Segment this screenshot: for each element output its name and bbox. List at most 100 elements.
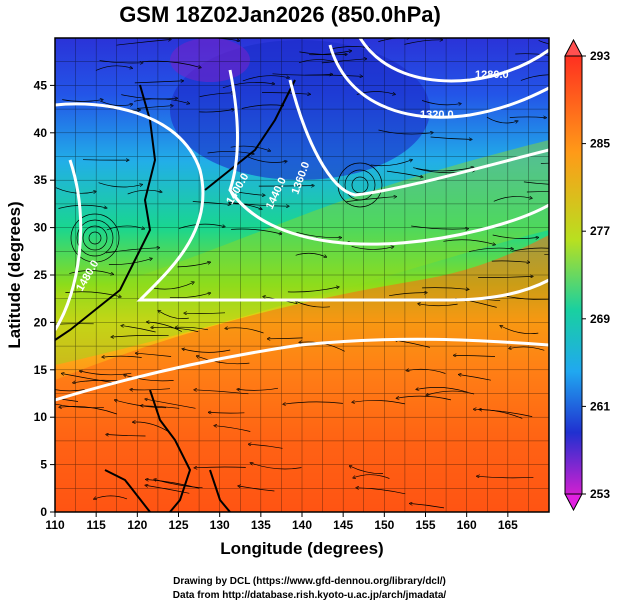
streamline (501, 326, 539, 335)
streamline (353, 400, 406, 405)
streamline (136, 353, 172, 357)
streamline (404, 40, 441, 45)
streamline (478, 476, 534, 478)
streamline (228, 203, 261, 209)
contour-label-1280: 1280.0 (475, 69, 509, 81)
streamline (272, 74, 332, 75)
streamline (55, 187, 95, 194)
streamline (417, 387, 468, 393)
streamline (228, 202, 288, 206)
streamline (238, 388, 279, 390)
streamline (430, 136, 471, 139)
y-tick-label: 30 (34, 221, 48, 235)
streamline (346, 197, 396, 202)
streamline (222, 82, 274, 89)
streamline (287, 287, 338, 293)
y-tick-label: 45 (34, 78, 48, 92)
streamline (421, 100, 460, 105)
streamline (197, 356, 250, 365)
streamline (98, 182, 142, 188)
streamline (261, 92, 309, 94)
coldest-spot (170, 38, 250, 82)
x-axis-ticks: 110 115 120 125 130 135 140 145 150 155 160 165 (45, 512, 518, 532)
y-tick-label: 35 (34, 173, 48, 187)
credit-data: Data from http://database.rish.kyoto-u.a… (172, 590, 447, 601)
streamline (127, 190, 161, 195)
streamline (443, 239, 494, 245)
streamline (492, 234, 538, 238)
y-tick-label: 0 (40, 505, 47, 519)
streamline (241, 105, 283, 109)
streamline (407, 369, 446, 374)
streamline (146, 485, 190, 494)
streamline (95, 65, 132, 71)
streamline (231, 228, 281, 234)
y-axis-ticks: 0 5 10 15 20 25 30 35 40 45 (34, 78, 55, 519)
contour-label-1320: 1320.0 (420, 109, 454, 121)
streamline (511, 247, 549, 252)
streamline (389, 293, 426, 297)
streamline (65, 291, 120, 297)
streamline (148, 322, 182, 332)
streamline (413, 167, 473, 172)
streamline (199, 93, 234, 97)
streamline (105, 248, 159, 254)
streamline (370, 160, 412, 167)
x-tick-label: 165 (498, 518, 518, 532)
streamline (486, 116, 517, 123)
streamline (397, 395, 452, 401)
streamline (378, 129, 433, 134)
streamline (177, 262, 210, 268)
streamline (99, 60, 142, 63)
colorbar-tick-label: 293 (590, 49, 610, 63)
vortex-ring (88, 231, 102, 245)
streamline (538, 40, 549, 45)
streamline (95, 495, 128, 499)
streamline (296, 231, 341, 237)
colorbar-tick-label: 269 (590, 312, 610, 326)
streamline (106, 225, 144, 231)
streamline (299, 51, 346, 55)
colorbar-bottom-arrow (564, 493, 583, 512)
streamline (183, 349, 231, 353)
streamline (422, 287, 468, 290)
streamline (108, 259, 151, 265)
streamline (122, 326, 156, 333)
colorbar-tick-label: 261 (590, 399, 610, 413)
streamline (141, 60, 200, 67)
streamline (540, 162, 549, 164)
colorbar-fill (564, 55, 583, 495)
streamline (295, 252, 326, 257)
y-tick-label: 10 (34, 410, 48, 424)
streamline (246, 155, 286, 162)
coastlines (55, 79, 296, 512)
colorbar-top-arrow (564, 38, 583, 57)
streamline (60, 406, 117, 415)
streamline (459, 375, 491, 381)
streamline (121, 94, 176, 99)
y-tick-label: 20 (34, 315, 48, 329)
streamline (192, 201, 230, 205)
y-tick-label: 15 (34, 363, 48, 377)
streamline (230, 145, 270, 151)
streamline (159, 311, 189, 319)
vortex-ring (70, 213, 120, 263)
grid-lines (55, 38, 549, 512)
streamline (268, 338, 303, 339)
x-tick-label: 145 (333, 518, 353, 532)
streamline (350, 466, 384, 474)
streamline (134, 81, 183, 84)
streamline (55, 403, 104, 409)
streamline (251, 463, 302, 470)
streamline (493, 196, 532, 202)
streamline (199, 110, 233, 113)
x-tick-label: 115 (86, 518, 106, 532)
streamline (112, 335, 169, 337)
streamline (226, 328, 264, 334)
streamline (176, 327, 209, 331)
streamline (354, 474, 390, 479)
streamline (169, 293, 210, 299)
streamline (134, 98, 189, 104)
map-title: GSM 18Z02Jan2026 (850.0hPa) (119, 2, 441, 27)
